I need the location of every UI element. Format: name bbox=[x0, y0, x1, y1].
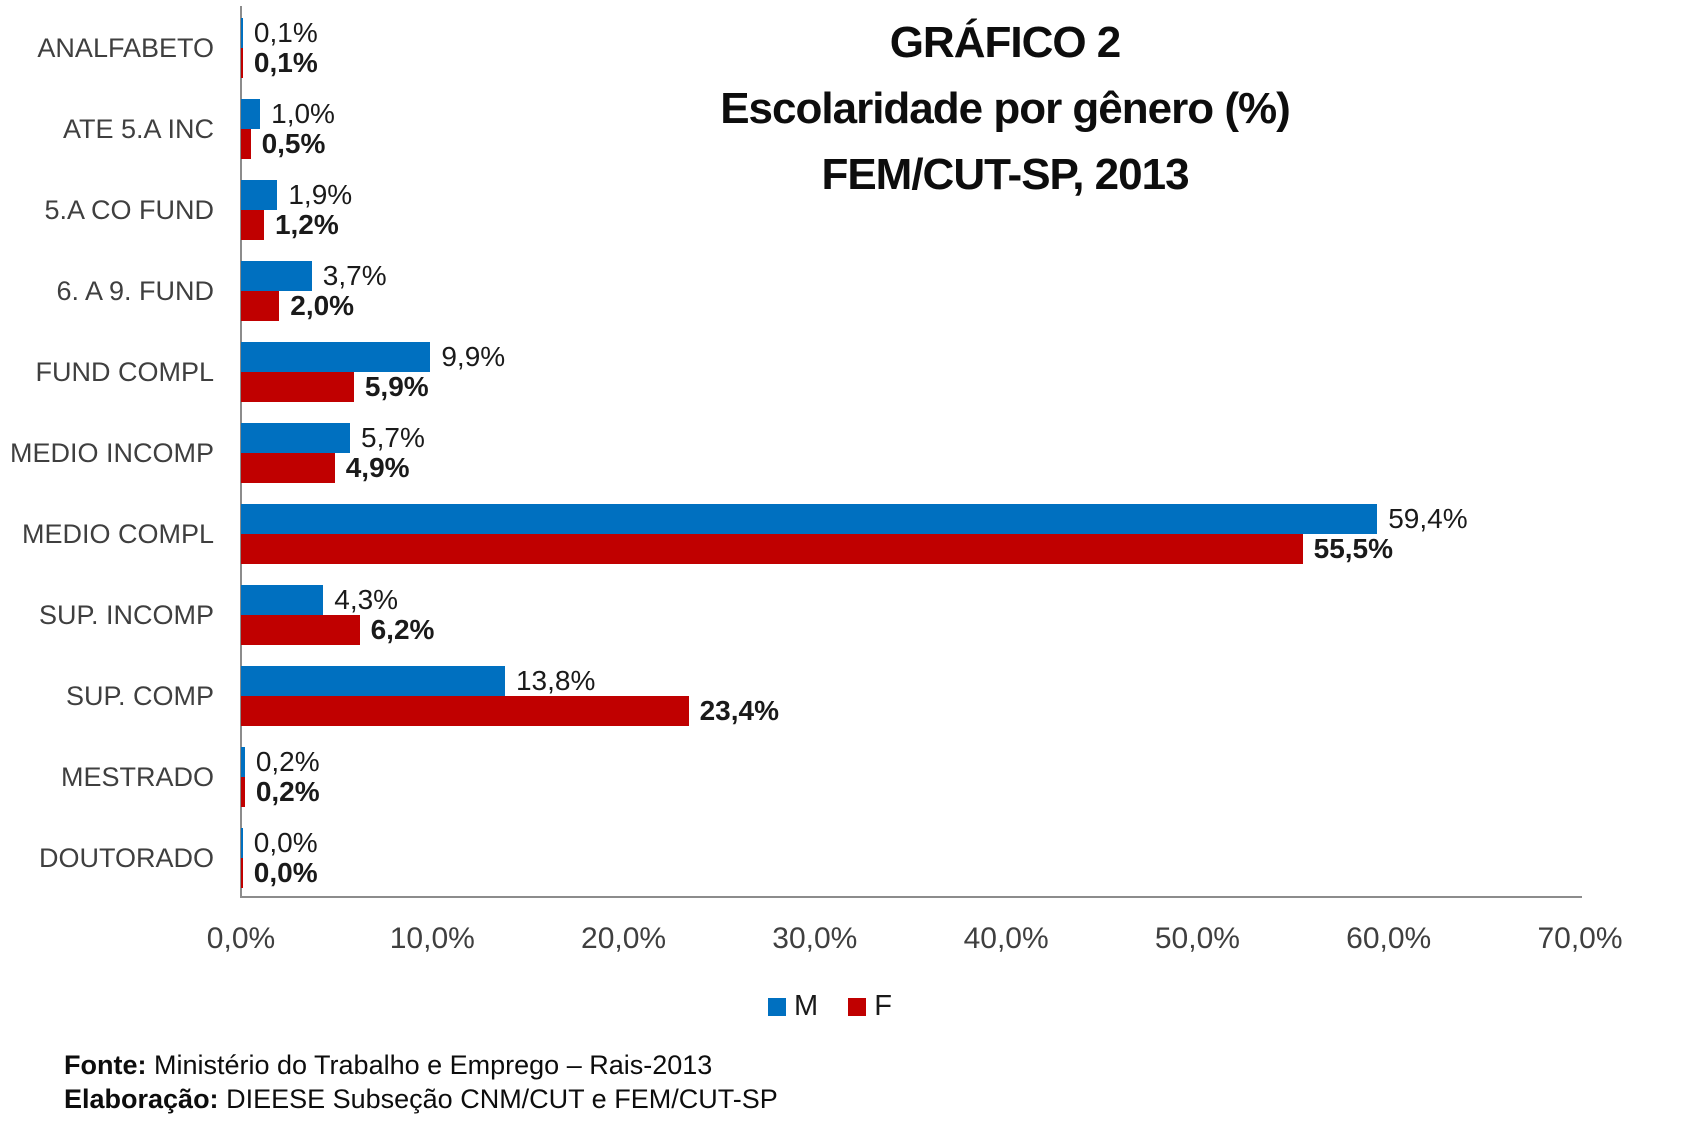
bar-m bbox=[241, 584, 324, 615]
legend-label-f: F bbox=[874, 990, 892, 1022]
fonte-label: Fonte: bbox=[64, 1050, 147, 1080]
value-label-f: 0,1% bbox=[253, 47, 318, 79]
value-label-m: 4,3% bbox=[334, 583, 399, 615]
bar-m bbox=[241, 746, 245, 777]
category-label: 6. A 9. FUND bbox=[56, 276, 214, 307]
legend-swatch-f-icon bbox=[848, 997, 867, 1016]
bar-f bbox=[241, 453, 335, 483]
value-label-f: 4,9% bbox=[345, 452, 410, 483]
category-label: ANALFABETO bbox=[37, 33, 214, 64]
value-label-m: 13,8% bbox=[515, 664, 596, 696]
bar-f bbox=[241, 533, 1303, 564]
category-label: SUP. INCOMP bbox=[38, 599, 214, 630]
footer-elaboracao-line: Elaboração: DIEESE Subseção CNM/CUT e FE… bbox=[64, 1082, 778, 1116]
value-label-f: 23,4% bbox=[699, 694, 779, 726]
value-label-m: 3,7% bbox=[322, 260, 387, 292]
value-label-m: 5,7% bbox=[361, 422, 425, 453]
bar-f bbox=[241, 291, 280, 322]
value-label-m: 59,4% bbox=[1388, 502, 1468, 534]
value-label-f: 1,2% bbox=[274, 209, 339, 241]
chart-title-line3: FEM/CUT-SP, 2013 bbox=[821, 150, 1189, 199]
bar-m bbox=[241, 665, 505, 696]
value-label-m: 1,9% bbox=[288, 179, 353, 211]
x-tick-label: 0,0% bbox=[206, 922, 276, 955]
value-label-m: 1,0% bbox=[271, 98, 335, 130]
elaboracao-label: Elaboração: bbox=[64, 1084, 219, 1114]
value-label-m: 9,9% bbox=[441, 341, 506, 373]
x-tick-label: 50,0% bbox=[1154, 922, 1240, 955]
category-label: MEDIO COMPL bbox=[21, 518, 214, 549]
bar-f bbox=[241, 210, 264, 241]
legend-item-m: M bbox=[768, 990, 818, 1023]
category-label: DOUTORADO bbox=[38, 842, 214, 873]
bar-m bbox=[241, 261, 312, 292]
x-tick-label: 60,0% bbox=[1346, 922, 1432, 955]
chart-title: GRÁFICO 2 Escolaridade por gênero (%) FE… bbox=[605, 10, 1405, 208]
chart-title-line1: GRÁFICO 2 bbox=[889, 18, 1122, 67]
category-label: 5.A CO FUND bbox=[44, 195, 214, 226]
x-axis-line bbox=[240, 896, 1582, 898]
value-label-m: 0,2% bbox=[255, 745, 320, 777]
value-label-m: 0,1% bbox=[253, 17, 318, 49]
x-tick-label: 30,0% bbox=[772, 922, 858, 955]
bar-m bbox=[241, 827, 243, 858]
value-label-f: 5,9% bbox=[364, 371, 429, 403]
legend-label-m: M bbox=[794, 990, 819, 1022]
bar-m bbox=[241, 342, 431, 373]
legend-item-f: F bbox=[848, 990, 892, 1023]
x-tick-label: 70,0% bbox=[1537, 922, 1623, 955]
value-label-f: 6,2% bbox=[370, 613, 435, 645]
bar-m bbox=[241, 423, 351, 453]
bar-m bbox=[241, 503, 1378, 534]
category-label: SUP. COMP bbox=[65, 680, 214, 711]
value-label-f: 0,0% bbox=[253, 856, 318, 888]
value-label-f: 0,5% bbox=[261, 128, 326, 160]
bar-f bbox=[241, 48, 243, 79]
bar-f bbox=[241, 776, 245, 807]
x-tick-label: 20,0% bbox=[581, 922, 667, 955]
value-label-f: 0,2% bbox=[255, 775, 320, 807]
value-label-m: 0,0% bbox=[253, 826, 318, 858]
bar-m bbox=[241, 18, 243, 49]
bar-f bbox=[241, 129, 251, 160]
fonte-text: Ministério do Trabalho e Emprego – Rais-… bbox=[146, 1050, 713, 1080]
bar-f bbox=[241, 695, 689, 726]
chart-title-line2: Escolaridade por gênero (%) bbox=[720, 84, 1291, 133]
category-label: MESTRADO bbox=[60, 761, 214, 792]
category-label: ATE 5.A INC bbox=[62, 114, 214, 145]
value-label-f: 2,0% bbox=[290, 290, 355, 322]
bar-f bbox=[241, 614, 360, 645]
footer-fonte-line: Fonte: Ministério do Trabalho e Emprego … bbox=[64, 1048, 778, 1082]
footer: Fonte: Ministério do Trabalho e Emprego … bbox=[64, 1048, 778, 1116]
bar-f bbox=[241, 857, 243, 888]
category-label: MEDIO INCOMP bbox=[9, 438, 214, 468]
x-tick-label: 10,0% bbox=[389, 922, 475, 955]
legend-swatch-m-icon bbox=[768, 997, 787, 1016]
legend: M F bbox=[600, 990, 1060, 1023]
elaboracao-text: DIEESE Subseção CNM/CUT e FEM/CUT-SP bbox=[218, 1084, 778, 1114]
bar-m bbox=[241, 180, 278, 211]
value-label-f: 55,5% bbox=[1313, 532, 1394, 564]
bar-f bbox=[241, 372, 354, 403]
x-tick-label: 40,0% bbox=[963, 922, 1049, 955]
bar-m bbox=[241, 99, 261, 130]
category-label: FUND COMPL bbox=[35, 357, 214, 388]
